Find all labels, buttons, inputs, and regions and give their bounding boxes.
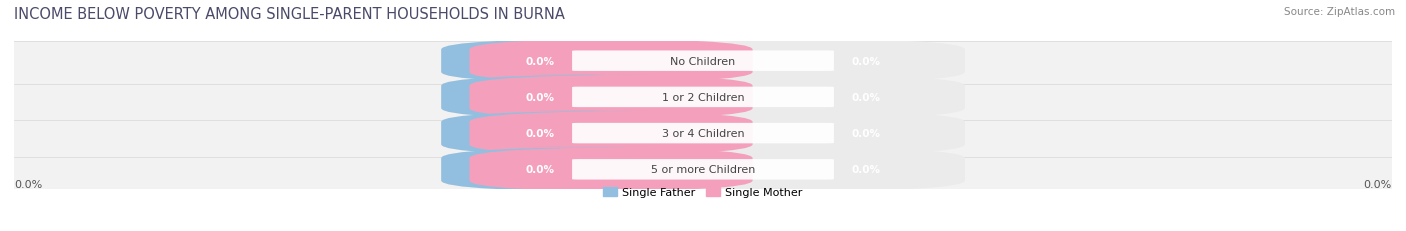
- FancyBboxPatch shape: [572, 51, 834, 72]
- FancyBboxPatch shape: [14, 38, 1392, 85]
- FancyBboxPatch shape: [572, 87, 834, 108]
- FancyBboxPatch shape: [470, 147, 752, 192]
- Text: Source: ZipAtlas.com: Source: ZipAtlas.com: [1284, 7, 1395, 17]
- Text: 5 or more Children: 5 or more Children: [651, 165, 755, 175]
- FancyBboxPatch shape: [441, 158, 965, 181]
- FancyBboxPatch shape: [14, 110, 1392, 157]
- Text: 0.0%: 0.0%: [852, 128, 880, 139]
- FancyBboxPatch shape: [441, 147, 724, 192]
- FancyBboxPatch shape: [441, 75, 724, 120]
- FancyBboxPatch shape: [470, 111, 752, 156]
- FancyBboxPatch shape: [441, 86, 965, 109]
- Text: 0.0%: 0.0%: [526, 165, 554, 175]
- FancyBboxPatch shape: [441, 147, 965, 192]
- FancyBboxPatch shape: [572, 159, 834, 180]
- FancyBboxPatch shape: [470, 75, 752, 120]
- Text: 1 or 2 Children: 1 or 2 Children: [662, 92, 744, 103]
- FancyBboxPatch shape: [14, 146, 1392, 193]
- FancyBboxPatch shape: [441, 111, 724, 156]
- FancyBboxPatch shape: [441, 50, 965, 73]
- Text: 0.0%: 0.0%: [852, 92, 880, 103]
- FancyBboxPatch shape: [572, 123, 834, 144]
- FancyBboxPatch shape: [441, 39, 724, 84]
- Text: 0.0%: 0.0%: [526, 92, 554, 103]
- FancyBboxPatch shape: [14, 74, 1392, 121]
- Text: 0.0%: 0.0%: [852, 165, 880, 175]
- Text: 0.0%: 0.0%: [526, 128, 554, 139]
- Text: 0.0%: 0.0%: [14, 179, 42, 189]
- Text: 0.0%: 0.0%: [526, 56, 554, 66]
- Legend: Single Father, Single Mother: Single Father, Single Mother: [599, 182, 807, 202]
- Text: No Children: No Children: [671, 56, 735, 66]
- FancyBboxPatch shape: [441, 75, 965, 120]
- FancyBboxPatch shape: [470, 39, 752, 84]
- Text: 0.0%: 0.0%: [1364, 179, 1392, 189]
- FancyBboxPatch shape: [441, 122, 965, 145]
- FancyBboxPatch shape: [441, 111, 965, 156]
- FancyBboxPatch shape: [441, 39, 965, 84]
- Text: 3 or 4 Children: 3 or 4 Children: [662, 128, 744, 139]
- Text: INCOME BELOW POVERTY AMONG SINGLE-PARENT HOUSEHOLDS IN BURNA: INCOME BELOW POVERTY AMONG SINGLE-PARENT…: [14, 7, 565, 22]
- Text: 0.0%: 0.0%: [852, 56, 880, 66]
